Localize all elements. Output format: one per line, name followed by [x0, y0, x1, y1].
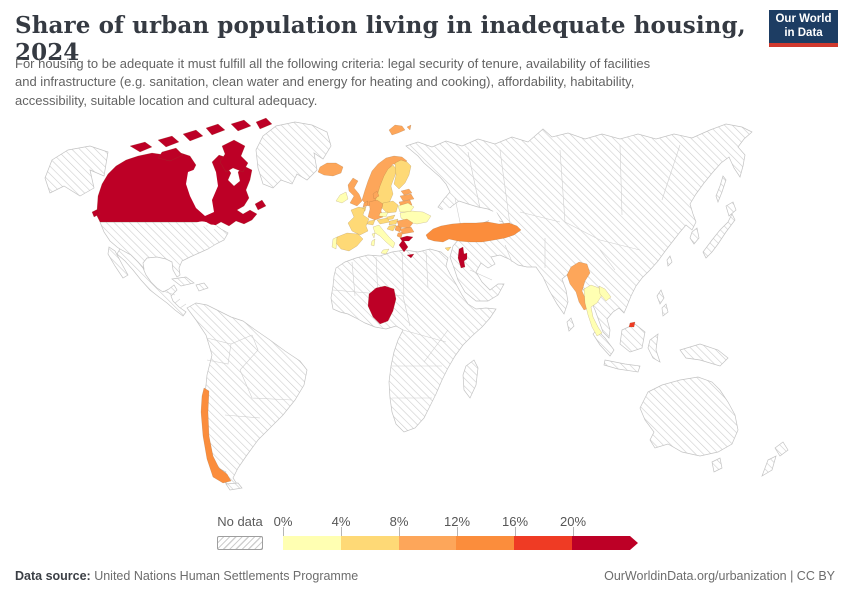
map-region-israel[interactable] — [457, 246, 468, 269]
map-region-denmark[interactable] — [372, 190, 380, 200]
legend-bucket-12-16[interactable] — [456, 536, 515, 550]
legend-tickmark — [341, 527, 342, 536]
map-region-japan[interactable] — [702, 213, 736, 259]
map-region-brunei[interactable] — [628, 321, 636, 328]
map-region-germany[interactable] — [367, 199, 384, 221]
map-region-hungary[interactable] — [388, 218, 399, 226]
chart-subtitle: For housing to be adequate it must fulfi… — [15, 55, 775, 110]
map-region-spain[interactable] — [335, 232, 364, 252]
black-sea — [438, 208, 466, 220]
owid-logo-line1: Our World — [775, 12, 832, 25]
map-region-new-guinea[interactable] — [679, 343, 729, 367]
legend-tick-20: 20% — [559, 514, 587, 529]
legend-tick-0: 0% — [273, 514, 293, 529]
map-region-philippines[interactable] — [656, 289, 669, 317]
map-region-alaska[interactable] — [44, 145, 109, 197]
map-region-estonia[interactable] — [400, 188, 413, 196]
legend-bucket-16-20[interactable] — [514, 536, 572, 550]
map-region-italy[interactable] — [370, 224, 396, 255]
map-region-baja-california[interactable] — [107, 246, 129, 279]
map-region-sri-lanka[interactable] — [566, 317, 575, 332]
map-region-ireland[interactable] — [335, 191, 349, 204]
map-region-poland[interactable] — [381, 200, 399, 214]
subtitle-line-3: accessibility, suitable location and cul… — [15, 92, 318, 108]
map-region-finland[interactable] — [393, 159, 412, 190]
attribution-link[interactable]: OurWorldinData.org/urbanization | CC BY — [604, 569, 835, 583]
legend-tickmark — [283, 527, 284, 536]
subtitle-line-1: For housing to be adequate it must fulfi… — [15, 56, 651, 71]
map-region-hispaniola[interactable] — [195, 282, 209, 292]
map-region-romania[interactable] — [396, 218, 414, 229]
map-region-madagascar[interactable] — [462, 359, 479, 399]
map-region-canada-arctic-islands[interactable] — [91, 117, 273, 218]
map-region-canada-group[interactable] — [91, 117, 273, 227]
map-region-new-zealand[interactable] — [761, 441, 789, 477]
map-region-united-kingdom[interactable] — [347, 177, 363, 207]
legend-tick-4: 4% — [331, 514, 351, 529]
great-lakes-2 — [207, 224, 217, 230]
map-region-mexico-central-america[interactable] — [116, 248, 187, 317]
owid-logo-line2: in Data — [784, 26, 823, 39]
map-region-czechia[interactable] — [378, 211, 389, 218]
legend-tickmark — [573, 527, 574, 536]
map-region-turkey[interactable] — [425, 221, 522, 243]
map-region-svalbard[interactable] — [388, 124, 412, 136]
map-region-eurasia[interactable] — [405, 123, 753, 339]
page-title: Share of urban population living in inad… — [15, 12, 746, 66]
map-region-hokkaido[interactable] — [725, 201, 737, 217]
data-source-value: United Nations Human Settlements Program… — [90, 569, 359, 583]
data-source-note: Data source: United Nations Human Settle… — [15, 569, 358, 583]
map-region-sakhalin[interactable] — [715, 175, 727, 204]
map-region-latvia[interactable] — [399, 193, 415, 202]
map-region-croatia[interactable] — [386, 224, 397, 232]
legend-no-data-label: No data — [217, 514, 263, 529]
map-region-greenland[interactable] — [255, 121, 332, 189]
map-region-australia[interactable] — [639, 376, 739, 457]
legend-bucket-0-4[interactable] — [283, 536, 341, 550]
map-region-tierra-del-fuego[interactable] — [225, 482, 243, 491]
map-region-bulgaria[interactable] — [399, 226, 415, 235]
map-region-java[interactable] — [603, 359, 641, 373]
legend-no-data-swatch[interactable] — [217, 536, 263, 550]
legend-tickmark — [515, 527, 516, 536]
legend-tick-8: 8% — [389, 514, 409, 529]
legend-tickmark — [399, 527, 400, 536]
map-region-chile[interactable] — [200, 387, 232, 484]
map-region-netherlands[interactable] — [362, 200, 369, 208]
map-region-nigeria[interactable] — [367, 285, 397, 325]
map-region-sumatra[interactable] — [592, 329, 615, 357]
great-lakes — [196, 221, 208, 227]
legend-tick-12: 12% — [443, 514, 471, 529]
legend-color-bar — [283, 536, 638, 550]
map-region-sulawesi[interactable] — [647, 333, 661, 363]
map-region-belarus[interactable] — [397, 202, 415, 213]
map-region-laos[interactable] — [598, 285, 612, 302]
map-region-cuba[interactable] — [171, 276, 195, 287]
map-region-korea[interactable] — [689, 227, 700, 245]
map-region-france[interactable] — [347, 206, 370, 236]
hudson-bay — [186, 166, 218, 216]
map-region-greece[interactable] — [398, 235, 415, 259]
map-region-borneo[interactable] — [619, 323, 646, 353]
legend-tickmark — [457, 527, 458, 536]
country-borders — [162, 144, 681, 419]
legend-bucket-20-plus[interactable] — [572, 536, 638, 550]
legend-tick-16: 16% — [501, 514, 529, 529]
legend-bucket-4-8[interactable] — [340, 536, 399, 550]
map-region-portugal[interactable] — [331, 236, 338, 250]
legend-bucket-8-12[interactable] — [398, 536, 457, 550]
data-source-label: Data source: — [15, 569, 91, 583]
map-region-switzerland[interactable] — [366, 219, 376, 226]
map-region-cyprus[interactable] — [444, 246, 452, 252]
subtitle-line-2: and infrastructure (e.g. sanitation, cle… — [15, 74, 635, 90]
world-map — [0, 112, 850, 516]
map-region-iceland[interactable] — [317, 162, 344, 177]
map-region-tasmania[interactable] — [711, 457, 723, 473]
map-region-taiwan[interactable] — [666, 255, 673, 267]
owid-logo[interactable]: Our World in Data — [769, 10, 838, 47]
